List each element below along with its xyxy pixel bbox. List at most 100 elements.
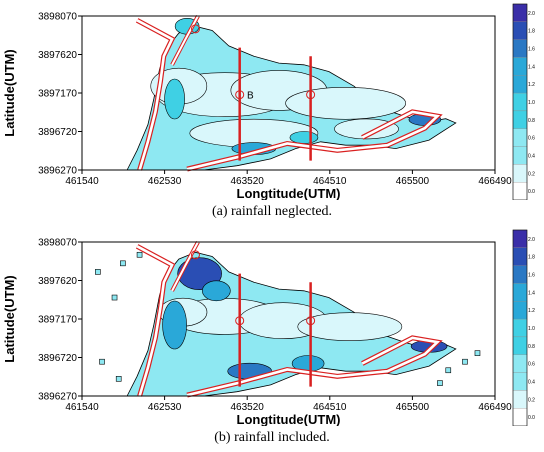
panel-b: 3898070 3897620 3897170 3896720 3896270 46154…: [0, 226, 544, 452]
colorbar-label: 0.4: [528, 153, 535, 159]
river-channel-inner: [136, 245, 174, 397]
x-tick-label: 465500: [396, 176, 430, 187]
river-branch-inner: [171, 241, 199, 292]
station-marker: [190, 24, 200, 34]
scatter-cell: [95, 269, 101, 275]
colorbar-label: 0.0: [528, 189, 535, 195]
scatter-cell: [462, 358, 468, 365]
colorbar-swatch: [512, 75, 528, 94]
scatter-cell: [136, 251, 143, 258]
river-channel-inner: [136, 19, 174, 171]
colorbar-label: 1.0: [528, 100, 535, 106]
colorbar-label: 0.6: [528, 136, 535, 142]
colorbar-swatch: [512, 39, 528, 58]
y-tick-label: 3896720: [38, 127, 77, 138]
colorbar-label: 0.4: [528, 379, 535, 385]
x-tick-label: 462530: [148, 402, 182, 413]
station-marker: [306, 316, 316, 326]
caption-a: (a) rainfall neglected.: [211, 204, 333, 219]
colorbar-label: 1.0: [528, 326, 535, 332]
station-marker: [306, 90, 316, 100]
colorbar-swatch: [512, 146, 528, 165]
colorbar-swatch: [512, 110, 528, 129]
x-tick-label: 466490: [478, 402, 512, 413]
station-label: B: [247, 91, 254, 102]
plot-area: B 3898070 3897620 3897170 3896720 38962704615…: [2, 3, 535, 200]
colorbar-frame: [512, 3, 528, 200]
colorbar-swatch: [512, 372, 528, 391]
caption-b: (b) rainfall included.: [214, 430, 330, 445]
station-marker: [190, 250, 200, 260]
station-marker: [235, 90, 245, 100]
colorbar-label: 0.8: [528, 118, 535, 124]
colorbar-swatch: [512, 164, 528, 183]
colorbar-frame: [512, 229, 528, 426]
station-marker: [235, 316, 245, 326]
deep-patch: [289, 131, 319, 144]
x-axis-label: Longtitude(UTM): [237, 412, 341, 426]
colorbar-label: 0.2: [528, 397, 535, 403]
shallow-patch: [285, 86, 407, 120]
y-tick-label: 3897170: [38, 89, 77, 100]
river-lower-inner: [186, 336, 441, 397]
x-tick-label: 462530: [148, 176, 182, 187]
deep-patch: [162, 300, 187, 350]
deep-patch: [164, 78, 185, 120]
colorbar-label: 0.0: [528, 415, 535, 421]
y-axis-label: Latitude(UTM): [2, 49, 17, 136]
colorbar-swatch: [512, 390, 528, 409]
colorbar-label: 0.8: [528, 344, 535, 350]
flood-map-b: 3898070 3897620 3897170 3896720 389627046154…: [2, 229, 535, 426]
colorbar-swatch: [512, 128, 528, 147]
scatter-cell: [115, 376, 122, 382]
river-lower-inner: [186, 110, 441, 171]
y-tick-label: 3898070: [38, 238, 77, 249]
shallow-patch: [297, 312, 403, 341]
scatter-cell: [120, 260, 126, 267]
flood-map-a: B 3898070 3897620 3897170 3896720 38962704615…: [2, 3, 535, 200]
colorbar-label: 1.8: [528, 29, 535, 35]
colorbar-label: 1.6: [528, 47, 535, 53]
y-tick-label: 3897170: [38, 315, 77, 326]
y-tick-label: 3896270: [38, 166, 77, 177]
x-axis-label: Longtitude(UTM): [237, 186, 341, 200]
y-tick-label: 3896270: [38, 392, 77, 403]
x-tick-label: 464510: [313, 176, 347, 187]
colorbar-swatch: [512, 182, 528, 200]
colorbar-swatch: [512, 3, 528, 22]
shallow-patch: [334, 118, 399, 140]
scatter-cell: [99, 358, 105, 365]
colorbar-swatch: [512, 57, 528, 76]
colorbar-label: 0.2: [528, 171, 535, 177]
colorbar-swatch: [512, 247, 528, 266]
colorbar-swatch: [512, 336, 528, 355]
x-tick-label: 465500: [396, 402, 430, 413]
colorbar-swatch: [512, 408, 528, 426]
colorbar-label: 1.8: [528, 255, 535, 261]
colorbar-label: 1.4: [528, 64, 535, 70]
colorbar-swatch: [512, 92, 528, 112]
y-tick-label: 3898070: [38, 12, 77, 23]
colorbar-swatch: [512, 21, 528, 40]
colorbar-swatch: [512, 265, 528, 284]
x-tick-label: 463520: [231, 402, 265, 413]
colorbar-label: 1.4: [528, 290, 535, 296]
x-tick-label: 466490: [478, 176, 512, 187]
plot-area: 3898070 3897620 3897170 3896720 389627046154…: [2, 229, 535, 426]
x-tick-label: 461540: [65, 176, 99, 187]
y-tick-label: 3896720: [38, 353, 77, 364]
x-tick-label: 463520: [231, 176, 265, 187]
colorbar-swatch: [512, 283, 528, 302]
scatter-cell: [474, 350, 481, 356]
scatter-cell: [445, 367, 452, 374]
x-tick-label: 464510: [313, 402, 347, 413]
colorbar-swatch: [512, 354, 528, 373]
colorbar-swatch: [512, 229, 528, 248]
river-branch-inner: [171, 15, 199, 66]
colorbar-swatch: [512, 318, 528, 338]
scatter-cell: [437, 380, 443, 386]
scatter-cell: [111, 294, 118, 301]
y-tick-label: 3897620: [38, 276, 77, 287]
colorbar-label: 1.6: [528, 273, 535, 279]
colorbar-label: 1.2: [528, 308, 535, 314]
